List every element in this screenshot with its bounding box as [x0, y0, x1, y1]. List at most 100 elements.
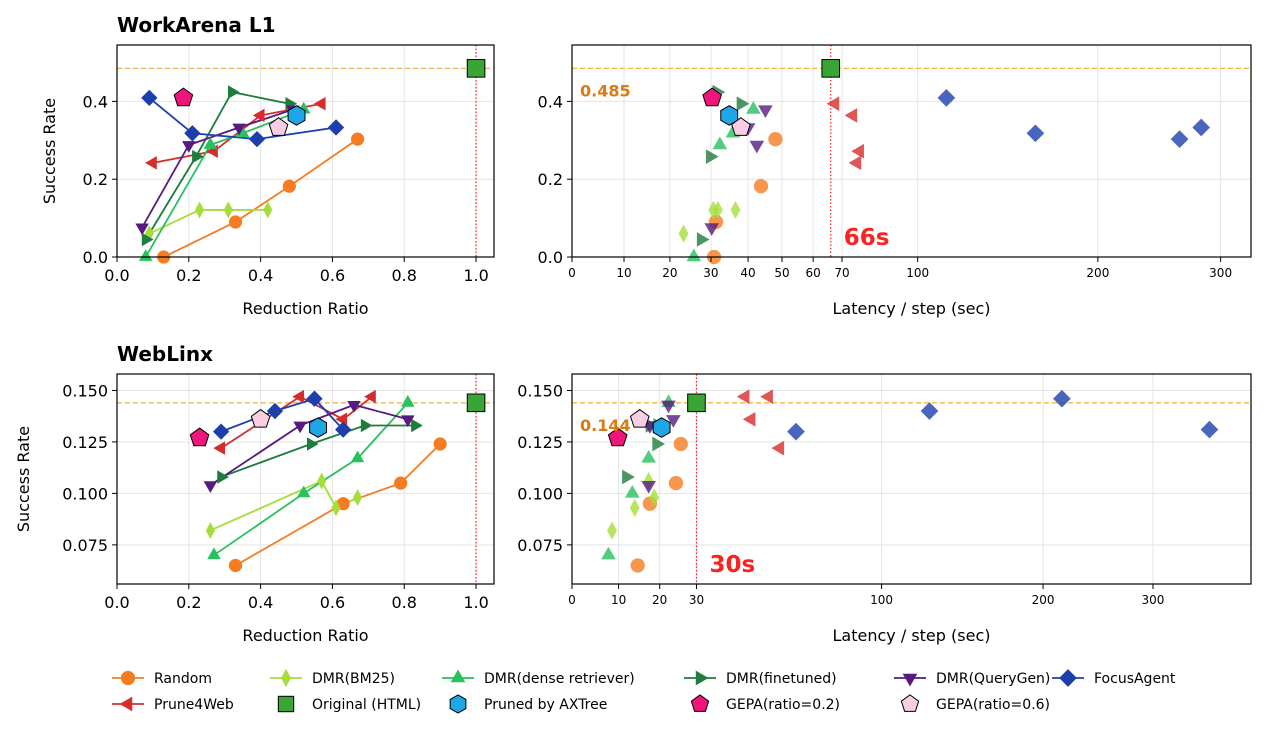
data-point-dmr-querygen	[182, 141, 196, 153]
data-point-dmr-dense-retriever	[712, 136, 728, 150]
data-point-dmr-dense-retriever	[203, 137, 218, 149]
data-point-dmr-querygen	[293, 421, 307, 434]
x-axis-label: Reduction Ratio	[242, 626, 368, 645]
x-tick-label: 0.2	[176, 593, 201, 612]
data-point-gepa-ratio-0-2	[702, 87, 722, 107]
series-group	[601, 389, 1219, 573]
chart-2: 0 10 20 30 40 50 60 70 100 200 300 0.0 0.2 0.4 Latency…	[538, 44, 1252, 318]
series-group	[678, 59, 1211, 265]
data-point-dmr-finetuned	[228, 85, 240, 99]
legend-item-random: Random	[112, 670, 212, 687]
data-point-random	[228, 215, 243, 229]
data-point-dmr-querygen	[401, 415, 415, 428]
data-point-focusagent	[266, 402, 284, 420]
data-point-prune4web	[742, 411, 756, 427]
legend-label: GEPA(ratio=0.2)	[726, 697, 840, 713]
plot-frame	[571, 44, 1252, 258]
data-point-original-html	[466, 393, 486, 413]
data-point-random	[282, 179, 296, 193]
legend-label: Original (HTML)	[312, 697, 421, 713]
data-point-random	[394, 476, 408, 490]
data-point-focusagent	[787, 422, 805, 441]
data-point-prune4web	[736, 389, 750, 404]
data-point-dmr-dense-retriever	[401, 395, 415, 407]
legend-item-pruned-by-axtree: Pruned by AXTree	[449, 694, 607, 714]
legend-marker-original-html	[277, 695, 295, 713]
series-line-dmr-finetuned	[220, 424, 416, 478]
data-point-dmr-finetuned	[217, 470, 229, 484]
x-tick-label: 0.4	[248, 593, 273, 612]
data-point-random	[350, 132, 365, 146]
data-point-focusagent	[184, 125, 201, 142]
legend-item-dmr-finetuned: DMR(finetuned)	[684, 670, 837, 687]
data-point-dmr-finetuned	[622, 469, 635, 485]
series-line-dmr-finetuned	[144, 91, 290, 240]
x-tick-label: 100	[870, 593, 893, 607]
data-point-focusagent	[306, 390, 323, 407]
legend-item-dmr-bm25: DMR(BM25)	[270, 668, 395, 688]
x-tick-label: 1.0	[463, 593, 488, 612]
data-point-focusagent	[937, 89, 956, 107]
series-group	[135, 59, 486, 264]
y-axis-label: Success Rate	[40, 98, 59, 204]
y-tick-label: 0.4	[538, 92, 563, 111]
data-point-random	[753, 179, 769, 194]
data-point-dmr-finetuned	[652, 436, 666, 452]
data-point-dmr-dense-retriever	[746, 101, 761, 114]
data-point-original-html	[687, 393, 706, 413]
x-tick-label: 0.0	[104, 593, 129, 612]
series-line-random	[235, 443, 441, 567]
data-point-dmr-bm25	[678, 224, 689, 243]
series-line-dmr-dense-retriever	[213, 402, 409, 556]
data-point-prune4web	[851, 143, 864, 159]
x-tick-label: 0.4	[248, 266, 273, 285]
legend-item-focusagent: FocusAgent	[1052, 669, 1176, 687]
data-point-random	[228, 558, 243, 573]
y-tick-label: 0.150	[517, 381, 563, 400]
y-tick-label: 0.0	[538, 248, 563, 267]
data-point-prune4web	[760, 389, 773, 404]
x-tick-label: 0.8	[392, 593, 417, 612]
x-tick-label: 0	[568, 266, 576, 280]
x-tick-label: 100	[906, 266, 929, 280]
data-point-dmr-querygen	[347, 400, 361, 413]
legend-label: Random	[154, 671, 212, 687]
data-point-dmr-finetuned	[411, 418, 423, 433]
data-point-dmr-querygen	[704, 223, 720, 236]
grid	[116, 45, 494, 258]
x-tick-label: 50	[774, 266, 789, 280]
data-point-dmr-finetuned	[696, 232, 710, 247]
data-point-dmr-bm25	[607, 521, 617, 540]
y-tick-label: 0.125	[62, 433, 108, 452]
series-line-focusagent	[220, 397, 344, 433]
legend-item-prune4web: Prune4Web	[112, 696, 234, 713]
chart-title: WebLinx	[117, 342, 213, 366]
data-point-dmr-dense-retriever	[624, 484, 640, 498]
x-tick-label: 20	[662, 266, 677, 280]
y-tick-label: 0.2	[538, 170, 563, 189]
grid	[116, 374, 494, 584]
x-axis-label: Latency / step (sec)	[833, 299, 991, 318]
data-point-prune4web	[364, 389, 376, 404]
data-point-pruned-by-axtree	[309, 417, 328, 438]
data-point-focusagent	[920, 402, 939, 420]
plot-frame	[571, 373, 1252, 585]
latency-threshold-label: 66s	[844, 225, 890, 251]
data-point-pruned-by-axtree	[720, 105, 739, 126]
chart-3: 0.0 0.2 0.4 0.6 0.8 1.0 0.075 0.100 0.125 0.150 Re…	[14, 342, 495, 645]
y-tick-label: 0.2	[83, 170, 108, 189]
data-point-original-html	[466, 59, 486, 78]
data-point-prune4web	[213, 441, 226, 455]
data-point-dmr-bm25	[649, 488, 660, 507]
data-point-dmr-querygen	[758, 105, 773, 119]
data-point-gepa-ratio-0-6	[629, 408, 650, 428]
data-point-random	[433, 437, 447, 451]
data-point-dmr-finetuned	[736, 96, 750, 112]
data-point-dmr-bm25	[317, 472, 327, 490]
chart-title: WorkArena L1	[117, 13, 276, 37]
chart-4: 0 10 20 30 100 200 300 0.075 0.100 0.125 0.150 Late…	[517, 373, 1252, 645]
data-point-gepa-ratio-0-6	[268, 117, 289, 136]
reference-value-label: 0.144	[580, 416, 631, 435]
data-point-gepa-ratio-0-6	[731, 117, 751, 136]
legend: Random Prune4Web DMR(BM25) Original (HTML) D…	[112, 668, 1176, 714]
